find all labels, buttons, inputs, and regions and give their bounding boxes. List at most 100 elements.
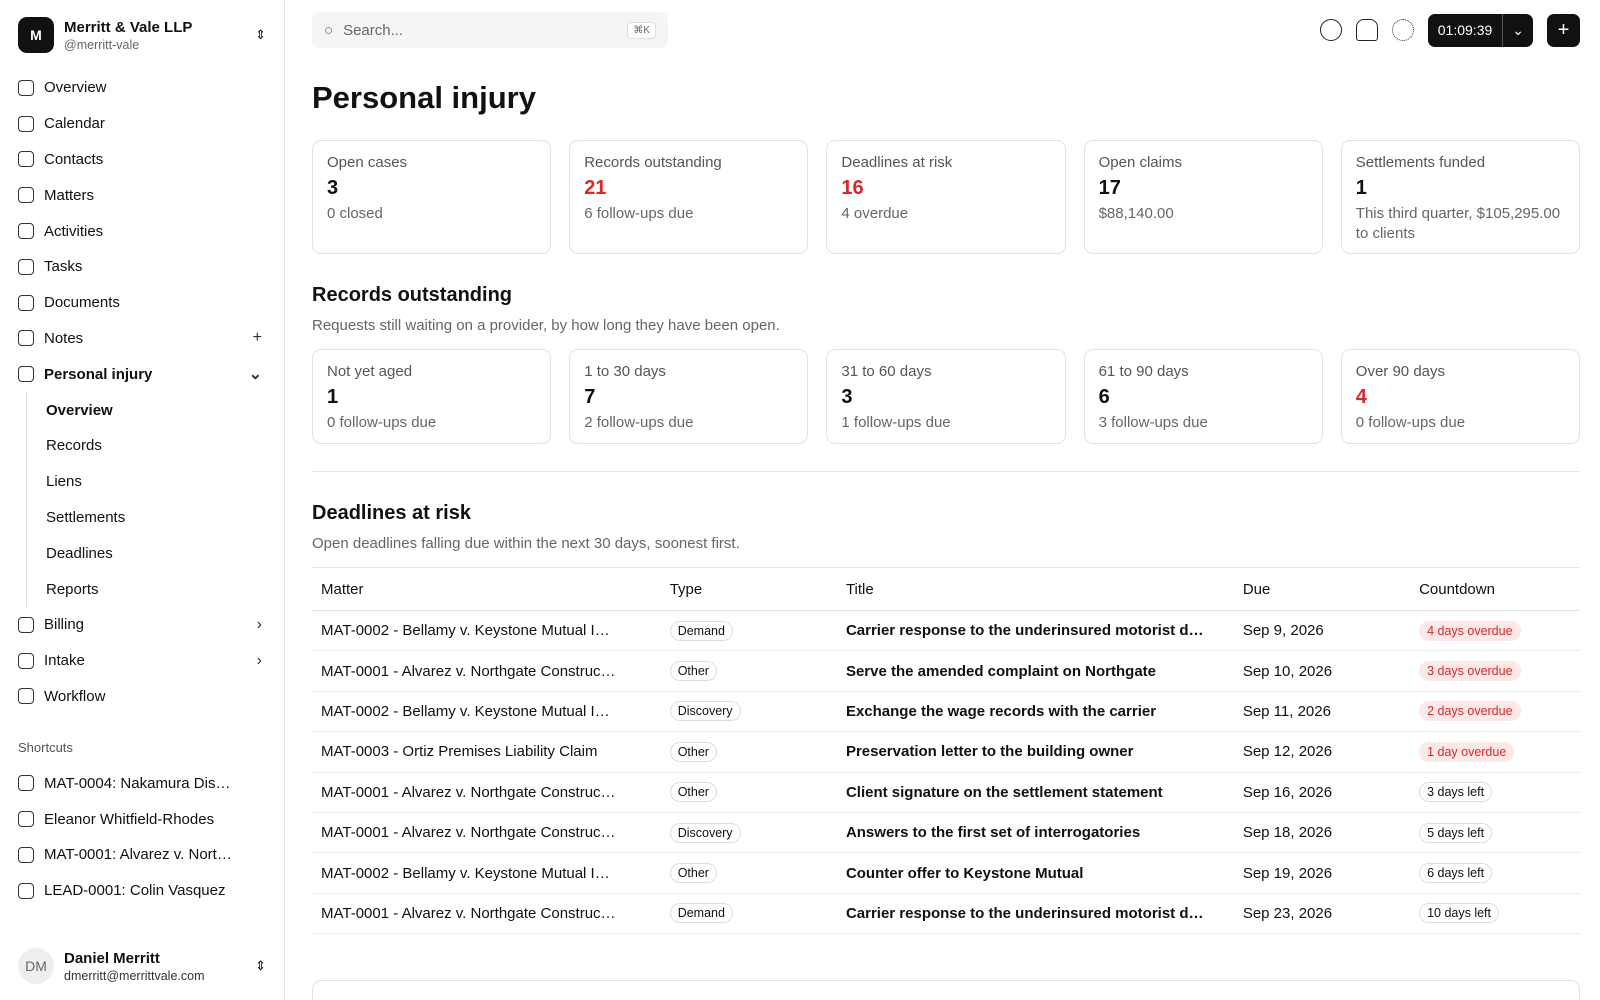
timer-value: 01:09:39 [1428, 13, 1504, 47]
nav-label: Settlements [46, 508, 126, 526]
settings-button[interactable] [1391, 19, 1414, 41]
nav-item[interactable]: Activities [0, 213, 284, 249]
type-tag: Other [669, 863, 717, 884]
shortcuts-title: Shortcuts [18, 740, 73, 756]
timer[interactable]: 01:09:39 ⌄ [1427, 13, 1533, 47]
table-row[interactable]: MAT-0002 - Bellamy v. Keystone Mutual I…… [312, 610, 1580, 652]
nav-icon [18, 115, 34, 132]
type-tag: Demand [669, 620, 733, 641]
nav-item[interactable]: MAT-0001: Alvarez v. Nort… [0, 837, 284, 873]
nav-item[interactable]: Eleanor Whitfield-Rhodes [0, 801, 284, 837]
type-tag: Other [669, 741, 717, 762]
card-label: Deadlines at risk [841, 154, 953, 171]
title: Exchange the wage records with the carri… [836, 691, 1234, 733]
nav-item[interactable]: Reports [27, 571, 284, 607]
matter: MAT-0001 - Alvarez v. Northgate Construc… [312, 772, 661, 813]
countdown: 3 days left [1419, 782, 1493, 803]
countdown: 4 days overdue [1419, 620, 1521, 641]
due: Sep 18, 2026 [1233, 812, 1411, 854]
nav-item[interactable]: Calendar [0, 106, 284, 142]
nav-item[interactable]: Deadlines [27, 535, 284, 571]
card-sub: This third quarter, $105,295.00 to clien… [1355, 205, 1561, 242]
nav-trail: › [256, 615, 262, 633]
type-tag: Discovery [669, 822, 741, 843]
card-label: Open claims [1098, 154, 1182, 171]
table-row[interactable]: MAT-0001 - Alvarez v. Northgate Construc… [312, 893, 1580, 935]
card: Open claims 17 $88,140.00 [1083, 140, 1323, 254]
nav-item[interactable]: Overview [27, 392, 284, 428]
due: Sep 12, 2026 [1233, 731, 1411, 773]
tools: 01:09:39 ⌄ + [1319, 13, 1580, 47]
nav-icon [18, 187, 34, 204]
table-row[interactable]: MAT-0002 - Bellamy v. Keystone Mutual I…… [312, 691, 1580, 733]
notifications-button[interactable] [1355, 19, 1378, 41]
card-sub: 6 follow-ups due [584, 205, 694, 222]
title: Answers to the first set of interrogator… [836, 812, 1234, 854]
nav-item[interactable]: MAT-0004: Nakamura Dis… [0, 765, 284, 801]
nav-trail: + [252, 329, 262, 347]
user-name: Daniel Merritt [64, 949, 160, 967]
nav-label: Personal injury [44, 365, 153, 383]
type-tag: Discovery [669, 701, 741, 722]
nav-item[interactable]: Liens [27, 464, 284, 500]
main: ○ Search... ⌘K 01:09:39 ⌄ + Personal injury… [285, 0, 1600, 1000]
nav-item[interactable]: Documents [0, 285, 284, 321]
chat-button[interactable] [1319, 19, 1342, 41]
table-row[interactable]: MAT-0003 - Ortiz Premises Liability Clai… [312, 731, 1580, 773]
card-label: 31 to 60 days [841, 363, 932, 380]
due: Sep 9, 2026 [1233, 610, 1411, 652]
nav-item[interactable]: LEAD-0001: Colin Vasquez [0, 873, 284, 909]
matter: MAT-0002 - Bellamy v. Keystone Mutual I… [312, 852, 661, 894]
nav-item[interactable]: Contacts [0, 142, 284, 178]
nav-item[interactable]: Billing › [0, 607, 284, 643]
nav-label: Tasks [44, 258, 83, 276]
table-row[interactable]: MAT-0001 - Alvarez v. Northgate Construc… [312, 772, 1580, 813]
nav-item[interactable]: Records [27, 428, 284, 464]
table-row[interactable]: MAT-0001 - Alvarez v. Northgate Construc… [312, 812, 1580, 854]
stat-cards: Open cases 3 0 closed Records outstanding 21… [312, 140, 1580, 254]
search[interactable]: ○ Search... ⌘K [312, 12, 668, 48]
card-value: 1 [1355, 177, 1367, 199]
add-button[interactable]: + [1547, 13, 1580, 47]
nav-label: Documents [44, 294, 120, 312]
nav-item[interactable]: Overview [0, 70, 284, 106]
nav-icon [18, 882, 34, 899]
nav-icon [18, 652, 34, 669]
card-sub: 2 follow-ups due [584, 414, 694, 431]
timer-menu[interactable]: ⌄ [1512, 21, 1524, 38]
card-label: Records outstanding [584, 154, 722, 171]
nav-icon [18, 688, 34, 705]
nav-item[interactable]: Intake › [0, 643, 284, 679]
user-menu[interactable]: DM Daniel Merritt dmerritt@merrittvale.c… [0, 932, 284, 1000]
nav-item[interactable]: Personal injury ⌄ [0, 356, 284, 392]
card-sub: 0 follow-ups due [327, 414, 437, 431]
nav-item[interactable]: Workflow [0, 679, 284, 715]
page-title: Personal injury [312, 80, 536, 115]
deadlines-table: Matter Type Title Due Countdown MAT-0002 - B… [312, 567, 1580, 935]
card-sub: $88,140.00 [1098, 205, 1174, 222]
workspace-switcher[interactable]: M Merritt & Vale LLP @merritt-vale ⇕ [0, 0, 284, 70]
card: 61 to 90 days 6 3 follow-ups due [1083, 349, 1323, 444]
card-value: 16 [841, 177, 864, 199]
sidebar: M Merritt & Vale LLP @merritt-vale ⇕ Ove… [0, 0, 285, 1000]
card: Over 90 days 4 0 follow-ups due [1340, 349, 1580, 444]
nav-icon [18, 366, 34, 383]
nav-item[interactable]: Settlements [27, 500, 284, 536]
countdown-cell: 1 day overdue [1410, 731, 1580, 773]
title: Carrier response to the underinsured mot… [836, 893, 1234, 935]
type-cell: Discovery [660, 812, 837, 854]
type-cell: Discovery [660, 691, 837, 733]
nav-item[interactable]: Tasks [0, 249, 284, 285]
type-cell: Other [660, 731, 837, 773]
table-row[interactable]: MAT-0002 - Bellamy v. Keystone Mutual I…… [312, 852, 1580, 894]
avatar: DM [18, 948, 54, 984]
nav-icon [18, 258, 34, 275]
nav-item[interactable]: Notes + [0, 321, 284, 357]
card-value: 17 [1098, 177, 1121, 199]
section-title: Records outstanding [312, 284, 513, 306]
nav-item[interactable]: Matters [0, 177, 284, 213]
nav-trail: › [256, 651, 262, 669]
column-header: Due [1233, 567, 1411, 611]
subnav: Overview Records Liens Settlements Deadlines… [26, 392, 284, 607]
table-row[interactable]: MAT-0001 - Alvarez v. Northgate Construc… [312, 650, 1580, 692]
